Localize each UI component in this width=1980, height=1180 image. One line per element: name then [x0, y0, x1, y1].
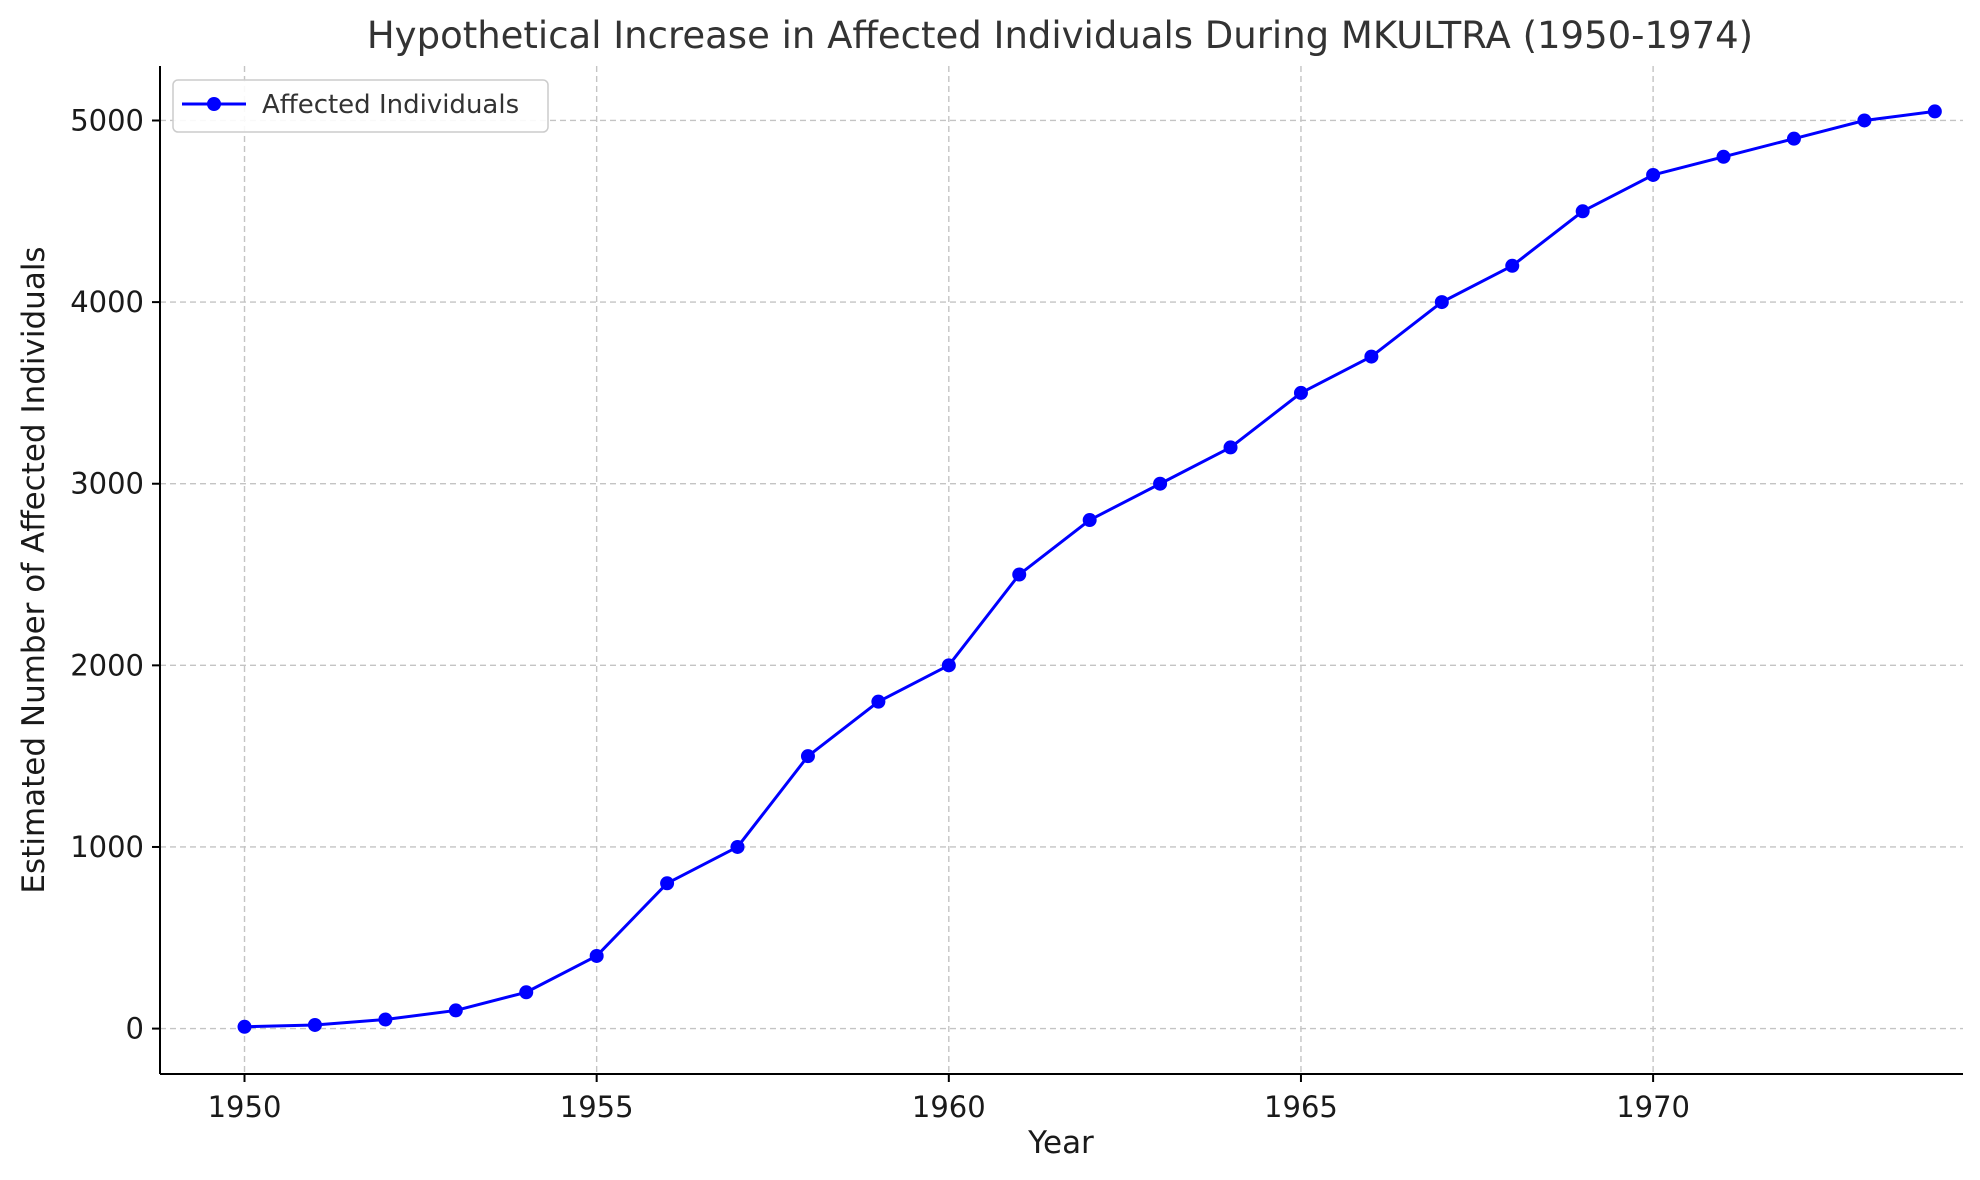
x-axis-ticks: 1950 1955 1960 1965 1970 [208, 1074, 1690, 1124]
y-tick-label: 1000 [70, 830, 144, 864]
series-layer [237, 104, 1942, 1034]
y-tick-label: 4000 [70, 285, 144, 319]
data-point [1082, 513, 1097, 528]
data-point [1857, 113, 1872, 128]
data-point [660, 876, 675, 891]
data-point [1927, 104, 1942, 119]
grid-lines [160, 66, 1963, 1074]
chart-title: Hypothetical Increase in Affected Indivi… [367, 14, 1753, 57]
x-axis-label: Year [1027, 1125, 1094, 1161]
data-point [448, 1003, 463, 1018]
legend: Affected Individuals [172, 79, 549, 133]
legend-label: Affected Individuals [262, 90, 519, 120]
data-point [378, 1012, 393, 1027]
data-point [1575, 204, 1590, 219]
y-tick-label: 3000 [70, 467, 144, 501]
y-axis-ticks: 0 1000 2000 3000 4000 5000 [70, 103, 160, 1046]
data-point [941, 658, 956, 673]
data-point [800, 749, 815, 764]
data-point [730, 839, 745, 854]
x-tick-label: 1960 [912, 1090, 986, 1124]
y-tick-label: 2000 [70, 648, 144, 682]
data-point [1012, 567, 1027, 582]
data-point [519, 985, 534, 1000]
x-tick-label: 1965 [1264, 1090, 1338, 1124]
data-point [1505, 258, 1520, 273]
data-point [237, 1019, 252, 1034]
x-tick-label: 1950 [208, 1090, 282, 1124]
data-point [1153, 476, 1168, 491]
y-axis-label: Estimated Number of Affected Individuals [16, 246, 52, 893]
y-tick-label: 5000 [70, 103, 144, 137]
data-point [1646, 167, 1661, 182]
x-tick-label: 1970 [1616, 1090, 1690, 1124]
legend-marker-sample [207, 97, 221, 111]
data-point [1716, 149, 1731, 164]
data-point [1786, 131, 1801, 146]
data-point [307, 1017, 322, 1032]
legend-box [172, 79, 549, 133]
data-point [1364, 349, 1379, 364]
data-point [1223, 440, 1238, 455]
data-point [1293, 385, 1308, 400]
y-tick-label: 0 [126, 1012, 144, 1046]
x-tick-label: 1955 [560, 1090, 634, 1124]
series-line [243, 109, 1937, 1029]
data-point [871, 694, 886, 709]
data-point [1434, 295, 1449, 310]
data-point [589, 948, 604, 963]
